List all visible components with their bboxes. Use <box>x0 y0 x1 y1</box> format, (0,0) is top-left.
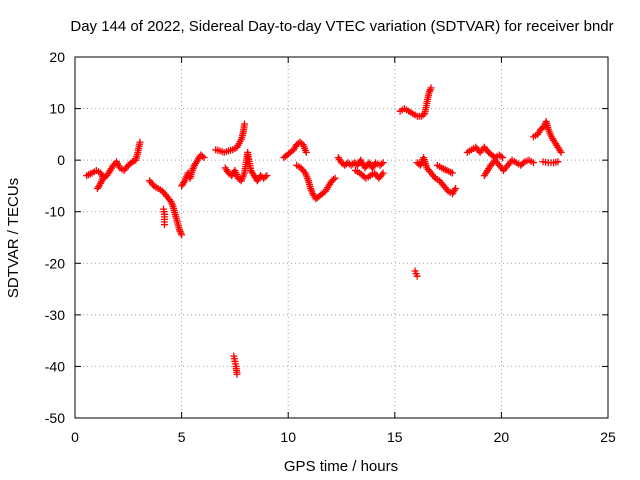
y-tick-label: -10 <box>45 204 65 220</box>
x-tick-label: 5 <box>178 429 186 445</box>
chart-title: Day 144 of 2022, Sidereal Day-to-day VTE… <box>70 18 613 35</box>
data-point <box>129 158 137 166</box>
data-point <box>302 148 310 156</box>
data-point <box>261 173 269 181</box>
x-tick-label: 25 <box>600 429 616 445</box>
y-tick-label: -20 <box>45 255 65 271</box>
data-point <box>378 160 385 168</box>
axis-ticks <box>74 56 609 419</box>
y-tick-label: -30 <box>45 307 65 323</box>
y-tick-label: -40 <box>45 358 65 374</box>
data-point <box>529 159 537 167</box>
data-point <box>554 158 562 166</box>
data-points <box>83 84 565 378</box>
data-point <box>379 169 387 177</box>
y-tick-label: 10 <box>49 101 65 117</box>
x-tick-label: 10 <box>280 429 296 445</box>
data-point <box>200 154 208 162</box>
data-point <box>99 174 107 182</box>
data-point <box>330 176 337 183</box>
plot-frame <box>74 56 609 419</box>
data-point <box>263 172 271 180</box>
data-point <box>233 370 241 378</box>
data-point <box>178 231 186 239</box>
x-axis-label: GPS time / hours <box>284 458 398 475</box>
data-point <box>136 138 144 146</box>
y-tick-label: 0 <box>57 152 65 168</box>
y-axis-label: SDTVAR / TECUs <box>5 178 22 298</box>
x-tick-label: 0 <box>71 429 79 445</box>
data-point <box>331 174 339 182</box>
data-point <box>241 120 248 128</box>
data-point <box>519 159 527 167</box>
data-point <box>557 148 565 156</box>
tick-labels: 0 5 10 15 20 25 -50 -40 -30 -20 -10 0 10 20 <box>45 49 616 445</box>
y-tick-label: 20 <box>49 49 65 65</box>
data-point <box>379 159 387 167</box>
x-tick-label: 15 <box>387 429 403 445</box>
data-point <box>497 152 505 160</box>
x-tick-label: 20 <box>494 429 510 445</box>
data-point <box>161 221 168 229</box>
data-point <box>198 152 206 160</box>
data-point <box>499 154 506 162</box>
data-point <box>427 84 435 92</box>
y-tick-label: -50 <box>45 410 65 426</box>
data-point <box>448 169 456 177</box>
data-point <box>452 185 460 192</box>
data-point <box>413 272 421 280</box>
